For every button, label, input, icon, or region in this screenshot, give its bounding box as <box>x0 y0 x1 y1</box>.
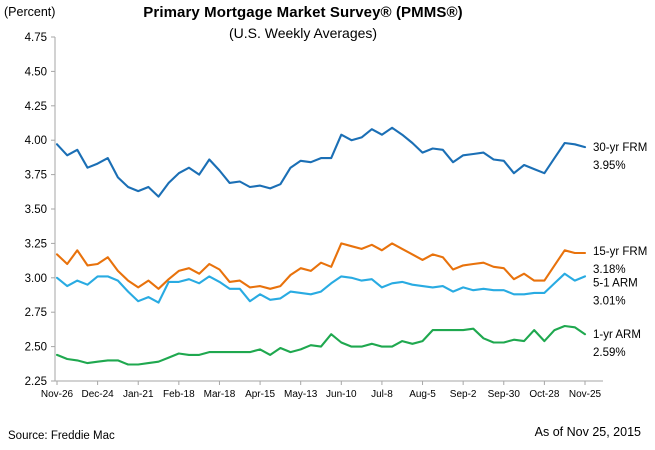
y-axis-tick-label: 4.50 <box>25 66 47 78</box>
source-note: Source: Freddie Mac <box>8 430 115 442</box>
y-axis-tick-label: 3.75 <box>25 170 47 182</box>
y-axis-tick-label: 2.25 <box>25 376 47 388</box>
legend-series-end-value: 3.01% <box>593 295 626 307</box>
legend-series-end-value: 3.95% <box>593 160 626 172</box>
legend-series-end-value: 3.18% <box>593 264 626 276</box>
legend-series-name: 1-yr ARM <box>593 329 641 341</box>
x-axis-tick-label: May-13 <box>284 389 318 400</box>
series-line-15-yr-frm <box>55 242 587 290</box>
y-axis-tick-label: 4.00 <box>25 135 47 147</box>
x-axis-tick-label: Jan-21 <box>123 389 154 400</box>
y-axis-tick-label: 2.50 <box>25 342 47 354</box>
x-axis-tick-label: Aug-5 <box>409 389 436 400</box>
x-axis-tick-label: Sep-2 <box>450 389 477 400</box>
series-line-30-yr-frm <box>55 126 587 198</box>
y-axis-unit-label: (Percent) <box>4 5 56 19</box>
y-axis-tick-label: 3.25 <box>25 238 47 250</box>
y-axis-tick-label: 3.00 <box>25 273 47 285</box>
legend-series-name: 15-yr FRM <box>593 246 647 258</box>
x-axis-tick-label: Sep-30 <box>488 389 521 400</box>
y-axis-tick-label: 4.25 <box>25 101 47 113</box>
x-axis-tick-label: Nov-26 <box>41 389 74 400</box>
x-axis-tick-label: Apr-15 <box>245 389 275 400</box>
y-axis-tick-label: 3.50 <box>25 204 47 216</box>
legend-series-name: 5-1 ARM <box>593 277 638 289</box>
x-axis-tick-label: Jun-10 <box>326 389 357 400</box>
x-axis-tick-label: Jul-8 <box>371 389 393 400</box>
chart-subtitle: (U.S. Weekly Averages) <box>228 25 378 41</box>
x-axis-tick-label: Dec-24 <box>81 389 114 400</box>
legend-series-end-value: 2.59% <box>593 347 626 359</box>
series-line-5-1-arm <box>55 272 587 304</box>
x-axis-tick-label: Feb-18 <box>163 389 195 400</box>
y-axis-tick-label: 4.75 <box>25 32 47 44</box>
x-axis-tick-label: Nov-25 <box>569 389 602 400</box>
series-line-1-yr-arm <box>55 324 587 366</box>
as-of-date: As of Nov 25, 2015 <box>534 425 641 439</box>
legend-series-name: 30-yr FRM <box>593 142 647 154</box>
y-axis-tick-label: 2.75 <box>25 307 47 319</box>
x-axis-tick-label: Oct-28 <box>529 389 559 400</box>
x-axis-tick-label: Mar-18 <box>204 389 236 400</box>
chart-title: Primary Mortgage Market Survey® (PMMS®) <box>143 4 463 21</box>
